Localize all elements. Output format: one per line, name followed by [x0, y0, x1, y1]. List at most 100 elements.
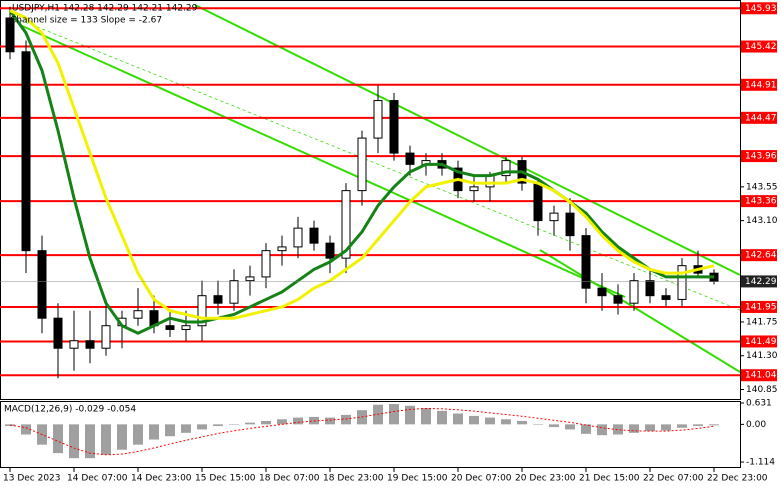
y-tick-label: 141.30 — [746, 351, 778, 361]
price-panel — [0, 0, 741, 400]
moving-average — [8, 9, 714, 335]
x-tick-label: 20 Dec 07:00 — [451, 474, 512, 484]
macd-bar — [69, 424, 79, 459]
macd-bar — [485, 417, 495, 425]
macd-title: MACD(12,26,9) -0.029 -0.054 — [4, 405, 136, 415]
candle-body — [597, 287, 607, 297]
macd-bar — [213, 424, 223, 427]
candle-body — [213, 295, 223, 304]
candle-body — [485, 175, 495, 188]
candle-body — [293, 227, 303, 248]
macd-bar — [501, 419, 511, 425]
macd-bar — [133, 424, 143, 445]
candle-body — [101, 325, 111, 349]
level-label: 141.95 — [745, 302, 777, 312]
level-label: 141.04 — [745, 371, 777, 381]
candle-body — [613, 295, 623, 304]
y-tick-label: 0.631 — [746, 399, 772, 409]
macd-bar — [341, 414, 351, 425]
candle-body — [629, 280, 639, 304]
level-label-box — [741, 2, 777, 15]
candle-body — [549, 212, 559, 222]
candle-body — [277, 246, 287, 252]
level-label: 143.96 — [745, 152, 777, 162]
candle-body — [389, 100, 399, 154]
macd-bar — [421, 408, 431, 425]
candle-body — [261, 250, 271, 278]
candle-body — [21, 51, 31, 252]
macd-bar — [597, 424, 607, 436]
candle-body — [357, 137, 367, 192]
x-tick-label: 18 Dec 07:00 — [259, 474, 320, 484]
candle-body — [469, 186, 479, 192]
level-label: 144.47 — [745, 113, 777, 123]
level-label-box — [741, 150, 777, 163]
y-tick-label: 141.75 — [746, 317, 778, 327]
level-label-box — [741, 195, 777, 208]
level-label-box — [741, 78, 777, 91]
macd-bar — [389, 404, 399, 425]
chart-subtitle: Channel size = 133 Slope = -2.67 — [10, 16, 162, 26]
candle-body — [501, 160, 511, 177]
candle-body — [5, 17, 15, 53]
level-label-box — [741, 369, 777, 382]
macd-bar — [661, 424, 671, 431]
current-price-box — [741, 275, 777, 288]
y-tick-label: 140.85 — [746, 385, 778, 395]
macd-bar — [405, 405, 415, 425]
y-tick-label: 143.10 — [746, 216, 778, 226]
candle-body — [165, 325, 175, 330]
x-tick-label: 14 Dec 07:00 — [67, 474, 128, 484]
candle-body — [341, 190, 351, 259]
macd-bar — [453, 413, 463, 425]
x-tick-label: 22 Dec 07:00 — [643, 474, 704, 484]
level-label-box — [741, 111, 777, 124]
x-tick-label: 21 Dec 15:00 — [579, 474, 640, 484]
macd-bar — [645, 424, 655, 432]
candle-body — [53, 317, 63, 349]
level-label: 144.91 — [745, 80, 777, 90]
macd-bar — [677, 424, 687, 428]
macd-bar — [101, 424, 111, 455]
level-label-box — [741, 335, 777, 348]
x-tick-label: 14 Dec 23:00 — [131, 474, 192, 484]
candle-body — [181, 325, 191, 330]
candle-body — [565, 212, 575, 237]
level-label-box — [741, 40, 777, 53]
channel-line — [539, 249, 741, 373]
macd-bar — [149, 424, 159, 440]
channel-line — [19, 24, 626, 298]
macd-bar — [165, 424, 175, 437]
candle-body — [133, 310, 143, 319]
x-tick-label: 18 Dec 23:00 — [323, 474, 384, 484]
macd-bar — [709, 424, 719, 426]
macd-bar — [245, 422, 255, 425]
macd-bar — [549, 424, 559, 428]
x-tick-label: 13 Dec 2023 — [3, 474, 61, 484]
macd-bar — [533, 424, 543, 425]
macd-bar — [277, 419, 287, 425]
macd-bar — [693, 424, 703, 427]
candle-body — [581, 235, 591, 289]
level-label-box — [741, 300, 777, 313]
macd-bar — [293, 417, 303, 425]
moving-average — [9, 9, 715, 320]
macd-bar — [85, 424, 95, 459]
candle-body — [325, 242, 335, 259]
candle-body — [229, 280, 239, 304]
chart-title: USDJPY,H1 142.28 142.29 142.21 142.29 — [12, 4, 198, 14]
macd-bar — [21, 424, 31, 435]
macd-bar — [117, 424, 127, 450]
level-label-box — [741, 249, 777, 262]
macd-bar — [261, 420, 271, 425]
macd-bar — [629, 424, 639, 433]
macd-bar — [581, 424, 591, 434]
y-tick-label: -1.114 — [746, 458, 775, 468]
level-label: 142.64 — [745, 251, 777, 261]
macd-bar — [181, 424, 191, 433]
x-tick-label: 19 Dec 15:00 — [387, 474, 448, 484]
y-tick-label: 0.00 — [746, 420, 766, 430]
macd-bar — [469, 415, 479, 425]
candle-body — [645, 280, 655, 297]
